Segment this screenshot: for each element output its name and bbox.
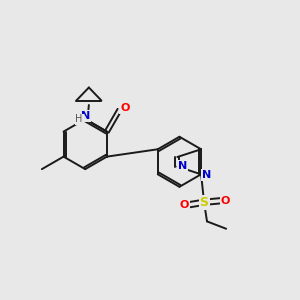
Text: N: N	[178, 161, 187, 171]
Text: S: S	[200, 196, 208, 209]
Text: O: O	[221, 196, 230, 206]
Text: O: O	[120, 103, 129, 113]
Text: O: O	[180, 200, 189, 210]
Text: N: N	[202, 170, 211, 180]
Text: N: N	[81, 111, 91, 121]
Text: H: H	[76, 115, 83, 124]
